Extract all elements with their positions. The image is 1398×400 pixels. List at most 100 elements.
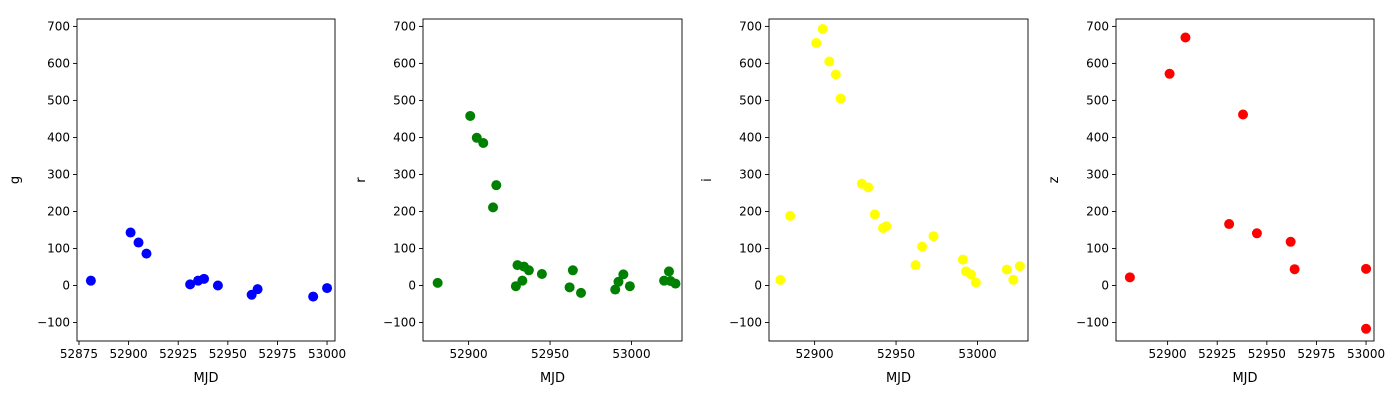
data-point: [1014, 261, 1025, 272]
chart-panel-2: 52900 52950 53000 −100 0 100 200 300 400 500 600 70…: [354, 18, 683, 386]
y-tick-label: 0: [1101, 278, 1109, 292]
data-point: [1361, 263, 1372, 274]
x-axis-label: MJD: [540, 371, 565, 386]
y-tick-label: 600: [393, 56, 416, 70]
data-point: [1164, 68, 1175, 79]
data-point: [185, 279, 196, 290]
data-point: [564, 282, 575, 293]
data-point: [567, 265, 578, 276]
y-tick-label: 0: [408, 278, 416, 292]
y-tick-label: 100: [739, 241, 762, 255]
data-point: [212, 280, 223, 291]
x-tick-label: 52900: [110, 347, 148, 361]
x-tick-label: 53000: [612, 347, 650, 361]
x-tick-label: 53000: [308, 347, 346, 361]
y-tick-label: 100: [1086, 241, 1109, 255]
x-tick-label: 52950: [209, 347, 247, 361]
y-tick-label: 600: [1086, 56, 1109, 70]
data-point: [1361, 323, 1372, 334]
y-tick-label: 600: [739, 56, 762, 70]
x-tick-label: 52900: [450, 347, 488, 361]
x-tick-label: 52900: [1149, 347, 1187, 361]
y-tick-label: 200: [739, 204, 762, 218]
x-tick-label: 52975: [258, 347, 296, 361]
data-point: [957, 254, 968, 265]
data-point: [478, 137, 489, 148]
data-point: [811, 38, 822, 49]
data-point: [523, 265, 534, 276]
data-point: [85, 275, 96, 286]
data-point: [141, 248, 152, 259]
x-tick-label: 52950: [531, 347, 569, 361]
axes-frame: [76, 18, 336, 342]
data-point: [928, 231, 939, 242]
y-tick-label: 300: [739, 167, 762, 181]
data-point: [917, 241, 928, 252]
y-tick-label: 700: [739, 19, 762, 33]
data-point: [1289, 264, 1300, 275]
y-tick-label: 0: [62, 278, 70, 292]
data-point: [910, 260, 921, 271]
y-tick-label: 500: [393, 93, 416, 107]
axes-frame: [422, 18, 683, 342]
data-point: [252, 284, 263, 295]
chart-panel-4: 52900 52925 52950 52975 53000 −100 0 100 200 300 4…: [1047, 18, 1385, 386]
x-tick-label: 53000: [1347, 347, 1385, 361]
y-tick-label: 300: [1086, 167, 1109, 181]
data-point: [835, 93, 846, 104]
y-tick-label: 0: [754, 278, 762, 292]
y-tick-label: −100: [729, 315, 762, 329]
chart-panel-1: 52875 52900 52925 52950 52975 53000 −100 0 100 20…: [8, 18, 346, 386]
y-tick-label: 200: [393, 204, 416, 218]
data-point: [830, 69, 841, 80]
data-point: [817, 23, 828, 34]
data-point: [1180, 32, 1191, 43]
data-point: [1238, 109, 1249, 120]
data-point: [970, 277, 981, 288]
data-point: [536, 269, 547, 280]
data-point: [610, 284, 621, 295]
y-tick-label: 700: [47, 19, 70, 33]
data-point: [618, 269, 629, 280]
data-point: [1001, 264, 1012, 275]
y-tick-label: 500: [1086, 93, 1109, 107]
y-tick-label: −100: [383, 315, 416, 329]
data-point: [488, 202, 499, 213]
axes-frame: [768, 18, 1029, 342]
data-point: [624, 281, 635, 292]
x-tick-label: 52925: [1198, 347, 1236, 361]
data-point: [1124, 272, 1135, 283]
data-point: [1251, 228, 1262, 239]
y-tick-label: 700: [1086, 19, 1109, 33]
y-tick-label: 700: [393, 19, 416, 33]
data-point: [125, 227, 136, 238]
data-point: [881, 221, 892, 232]
y-axis-label: i: [700, 178, 715, 182]
y-tick-label: 300: [393, 167, 416, 181]
data-point: [465, 110, 476, 121]
y-tick-label: 400: [47, 130, 70, 144]
y-axis-label: g: [8, 176, 23, 184]
data-point: [824, 56, 835, 67]
x-tick-label: 52900: [796, 347, 834, 361]
data-point: [517, 275, 528, 286]
data-point: [133, 237, 144, 248]
data-point: [965, 269, 976, 280]
x-tick-label: 52950: [877, 347, 915, 361]
y-tick-label: 400: [393, 130, 416, 144]
data-point: [863, 182, 874, 193]
data-point: [1285, 236, 1296, 247]
x-tick-label: 52950: [1248, 347, 1286, 361]
data-point: [670, 278, 681, 289]
y-tick-label: −100: [1076, 315, 1109, 329]
y-tick-label: 100: [393, 241, 416, 255]
data-point: [785, 210, 796, 221]
y-tick-label: 400: [739, 130, 762, 144]
data-point: [322, 283, 333, 294]
axes-frame: [1115, 18, 1375, 342]
x-axis-label: MJD: [1232, 371, 1257, 386]
x-tick-label: 53000: [958, 347, 996, 361]
data-point: [663, 266, 674, 277]
y-tick-label: 600: [47, 56, 70, 70]
y-axis-label: z: [1047, 176, 1062, 183]
